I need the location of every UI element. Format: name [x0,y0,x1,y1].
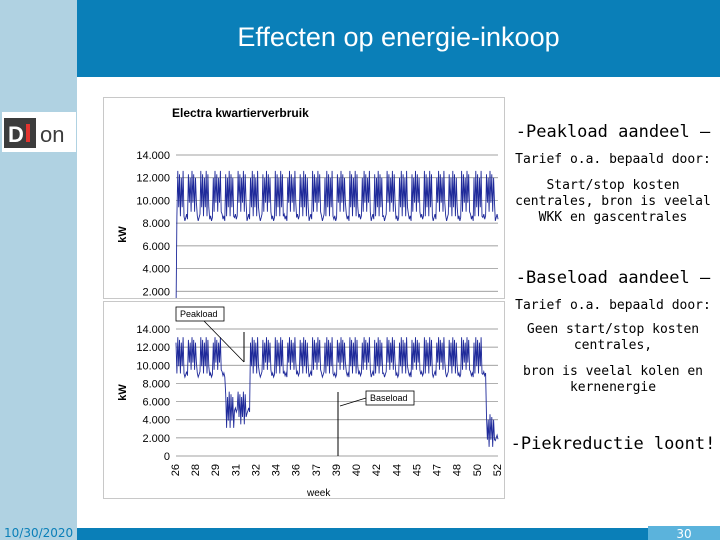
baseload-tariff: Tarief o.a. bepaald door: [515,298,711,313]
y-axis-label: kW [117,384,129,401]
bottom-bar [77,528,720,540]
peakload-callout-line [203,320,245,363]
y-tick-label: 12.000 [136,342,170,354]
y-tick-label: 8.000 [142,378,170,390]
x-tick-label: 32 [250,464,262,476]
peak-reduction-text: -Piekreductie loont! [510,434,716,454]
x-tick-label: 31 [230,464,242,476]
page-number: 30 [648,526,720,541]
y-tick-label: 2.000 [142,286,170,298]
y-tick-label: 14.000 [136,324,170,336]
svg-text:D: D [8,122,24,147]
y-tick-label: 12.000 [136,173,170,185]
peakload-tariff: Tarief o.a. bepaald door: [515,152,711,167]
x-tick-label: 42 [371,464,383,476]
x-tick-label: 40 [351,464,363,476]
chart-title: Electra kwartierverbruik [172,106,309,120]
x-tick-label: 34 [271,464,283,476]
x-tick-label: 50 [472,464,484,476]
baseload-callout-line [339,397,367,407]
peakload-callout-label: Peakload [180,309,218,319]
y-tick-label: 6.000 [142,241,170,253]
y-tick-label: 4.000 [142,415,170,427]
x-tick-label: 37 [311,464,323,476]
peakload-heading: -Peakload aandeel – [515,122,711,142]
y-tick-label: 4.000 [142,264,170,276]
left-band [0,0,77,540]
series-line [175,337,499,447]
x-axis-label: week [306,488,331,498]
y-axis-label: kW [117,226,129,243]
baseload-section: -Baseload aandeel – Tarief o.a. bepaald … [508,268,718,396]
dion-logo: D on [2,112,76,152]
chart-electra-bottom: 14.000 12.000 10.000 8.000 6.000 4.000 2.000 0 k… [103,301,505,499]
series-line [175,170,499,315]
y-tick-label: 14.000 [136,150,170,162]
reduction-section: -Piekreductie loont! [508,434,718,454]
slide-title: Effecten op energie-inkoop [237,22,560,52]
y-tick-label: 10.000 [136,360,170,372]
baseload-heading: -Baseload aandeel – [515,268,711,288]
x-tick-label: 48 [452,464,464,476]
x-tick-label: 29 [210,464,222,476]
baseload-callout-label: Baseload [370,393,408,403]
x-tick-label: 28 [190,464,202,476]
baseload-sources: bron is veelal kolen en kernenergie [522,364,703,395]
y-tick-label: 2.000 [142,433,170,445]
chart-electra-top: Electra kwartierverbruik 14.000 12.000 10.0… [103,97,505,357]
y-tick-label: 6.000 [142,397,170,409]
x-tick-label: 47 [432,464,444,476]
peakload-section: -Peakload aandeel – Tarief o.a. bepaald … [508,122,718,226]
y-tick-label: 10.000 [136,195,170,207]
slide-date: 10/30/2020 [4,526,74,540]
baseload-nostop: Geen start/stop kosten centrales, [526,322,700,353]
peakload-callout-box [175,306,225,322]
y-tick-label: 0 [164,451,170,463]
peakload-sources: Start/stop kosten centrales, bron is vee… [515,178,711,225]
x-tick-label: 39 [331,464,343,476]
title-bar [77,0,720,77]
x-tick-label: 36 [291,464,303,476]
y-tick-label: 8.000 [142,218,170,230]
x-tick-label: 26 [170,464,182,476]
x-tick-label: 45 [411,464,423,476]
svg-text:on: on [40,122,64,147]
x-tick-label: 44 [391,464,403,476]
x-tick-label: 52 [492,464,504,476]
